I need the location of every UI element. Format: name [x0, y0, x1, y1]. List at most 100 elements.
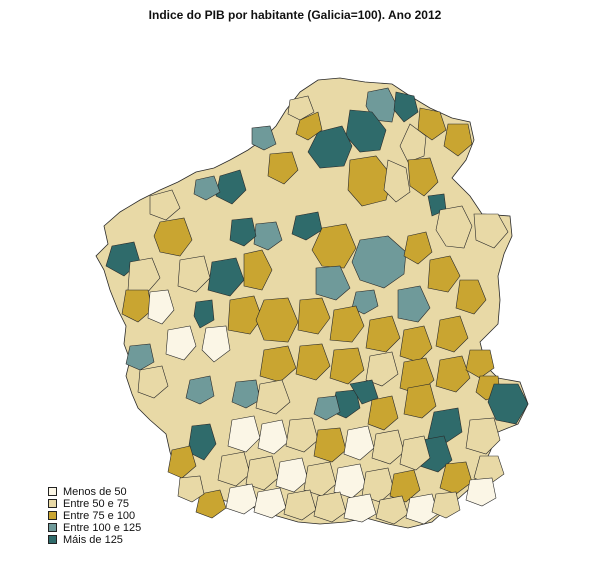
legend-swatch	[48, 499, 57, 508]
municipality-region	[167, 445, 197, 479]
municipality-region	[291, 211, 323, 241]
municipality-region	[257, 419, 289, 455]
municipality-region	[255, 379, 291, 415]
municipality-region	[259, 345, 297, 383]
municipality-region	[275, 457, 309, 493]
municipality-region	[439, 461, 473, 495]
legend-swatch	[48, 535, 57, 544]
municipality-region	[465, 349, 495, 379]
municipality-region	[487, 383, 529, 425]
municipality-region	[347, 155, 393, 207]
municipality-region	[403, 383, 437, 419]
municipality-region	[365, 315, 401, 353]
municipality-region	[295, 343, 331, 381]
map-legend: Menos de 50 Entre 50 e 75 Entre 75 e 100…	[48, 486, 141, 546]
legend-label: Máis de 125	[63, 533, 123, 546]
municipality-region	[427, 255, 461, 293]
municipality-region	[473, 455, 505, 485]
municipality-region	[399, 435, 431, 471]
municipality-region	[207, 257, 245, 297]
municipality-region	[343, 493, 377, 523]
municipality-region	[427, 407, 463, 445]
legend-item: Entre 75 e 100	[48, 509, 141, 522]
municipality-region	[125, 343, 155, 371]
municipality-region	[389, 469, 421, 503]
municipality-region	[229, 217, 257, 247]
municipality-region	[255, 297, 299, 343]
municipality-region	[251, 125, 277, 151]
municipality-region	[455, 279, 487, 315]
municipality-region	[313, 427, 347, 463]
municipality-region	[315, 265, 351, 301]
legend-item: Máis de 125	[48, 533, 141, 546]
legend-item: Menos de 50	[48, 485, 141, 498]
municipality-region	[227, 295, 263, 335]
municipality-region	[473, 213, 509, 249]
municipality-region	[225, 483, 259, 515]
municipality-region	[361, 467, 395, 503]
municipality-region	[329, 347, 365, 385]
municipality-region	[403, 231, 433, 265]
municipality-region	[465, 417, 501, 455]
municipality-region	[397, 285, 431, 323]
municipality-region	[153, 217, 193, 257]
municipality-region	[435, 205, 473, 249]
municipality-region	[295, 111, 323, 141]
municipality-region	[375, 495, 409, 525]
municipality-region	[201, 325, 231, 363]
municipality-region	[231, 379, 261, 409]
municipality-region	[217, 451, 251, 487]
municipality-region	[311, 223, 357, 269]
municipality-region	[253, 221, 283, 251]
municipality-region	[349, 379, 379, 405]
legend-item: Entre 50 e 75	[48, 497, 141, 510]
municipality-region	[383, 159, 411, 203]
municipality-region	[313, 491, 347, 523]
municipality-region	[253, 487, 287, 519]
municipality-region	[351, 235, 407, 289]
municipality-region	[283, 489, 317, 521]
legend-swatch	[48, 511, 57, 520]
legend-label: Entre 75 e 100	[63, 509, 136, 522]
municipality-region	[343, 425, 375, 461]
municipality-region	[297, 297, 331, 335]
municipality-region	[367, 395, 399, 431]
legend-label: Entre 50 e 75	[63, 497, 130, 510]
municipality-region	[137, 365, 169, 399]
municipality-region	[121, 289, 153, 323]
map-title: Indice do PIB por habitante (Galicia=100…	[148, 8, 442, 22]
municipality-region	[435, 355, 471, 393]
municipality-region	[127, 257, 161, 295]
municipality-region	[303, 461, 337, 497]
legend-label: Menos de 50	[63, 485, 127, 498]
municipality-region	[185, 375, 215, 405]
municipality-region	[227, 415, 261, 453]
municipality-region	[149, 189, 181, 221]
municipality-region	[351, 289, 379, 315]
municipality-region	[165, 325, 197, 361]
municipality-region	[435, 315, 469, 353]
municipality-region	[371, 429, 405, 465]
municipality-region	[177, 475, 205, 503]
municipality-region	[465, 477, 497, 507]
municipality-region	[329, 305, 365, 343]
municipality-region	[287, 95, 315, 121]
municipality-region	[193, 299, 215, 329]
municipality-region	[417, 107, 447, 141]
legend-item: Entre 100 e 125	[48, 521, 142, 534]
municipality-region	[431, 491, 461, 519]
municipality-region	[195, 489, 227, 519]
municipality-region	[267, 151, 299, 185]
municipality-region	[285, 417, 319, 453]
municipality-region	[333, 463, 367, 499]
municipality-region	[243, 249, 273, 291]
municipality-region	[405, 493, 439, 525]
municipality-region	[393, 91, 419, 123]
municipality-region	[245, 455, 279, 491]
municipality-region	[193, 175, 221, 201]
municipality-region	[307, 125, 353, 169]
legend-label: Entre 100 e 125	[63, 521, 142, 534]
municipality-region	[407, 157, 439, 197]
municipality-region	[147, 289, 175, 325]
